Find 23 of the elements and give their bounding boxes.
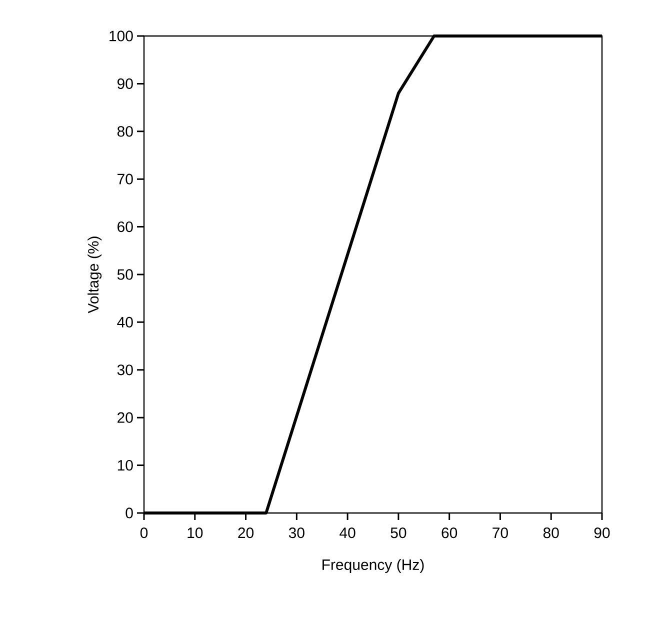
y-tick-label: 90 bbox=[117, 78, 133, 89]
y-axis-title: Voltage (%) bbox=[88, 236, 102, 314]
y-tick-label: 70 bbox=[118, 174, 133, 184]
y-tick-label: 10 bbox=[118, 460, 133, 471]
y-tick-label: 40 bbox=[117, 316, 133, 328]
y-tick-label: 20 bbox=[118, 412, 133, 423]
x-tick-label: 20 bbox=[238, 528, 254, 538]
x-tick-label: 30 bbox=[288, 528, 304, 538]
x-tick-label: 50 bbox=[390, 528, 406, 538]
x-tick-label: 70 bbox=[492, 528, 508, 538]
x-tick-label: 60 bbox=[442, 528, 458, 538]
x-tick-label: 80 bbox=[543, 528, 559, 538]
x-tick-label: 90 bbox=[594, 528, 610, 538]
y-tick-label: 80 bbox=[117, 126, 133, 137]
x-tick-label: 0 bbox=[140, 528, 148, 538]
x-tick-label: 40 bbox=[340, 528, 356, 538]
y-tick-label: 0 bbox=[126, 508, 133, 518]
y-tick-label: 60 bbox=[118, 221, 133, 232]
y-tick-label: 50 bbox=[117, 269, 133, 280]
y-tick-label: 30 bbox=[117, 364, 133, 376]
x-axis-title: Frequency (Hz) bbox=[322, 559, 424, 573]
y-tick-label: 100 bbox=[110, 30, 133, 42]
x-tick-label: 10 bbox=[188, 528, 203, 538]
